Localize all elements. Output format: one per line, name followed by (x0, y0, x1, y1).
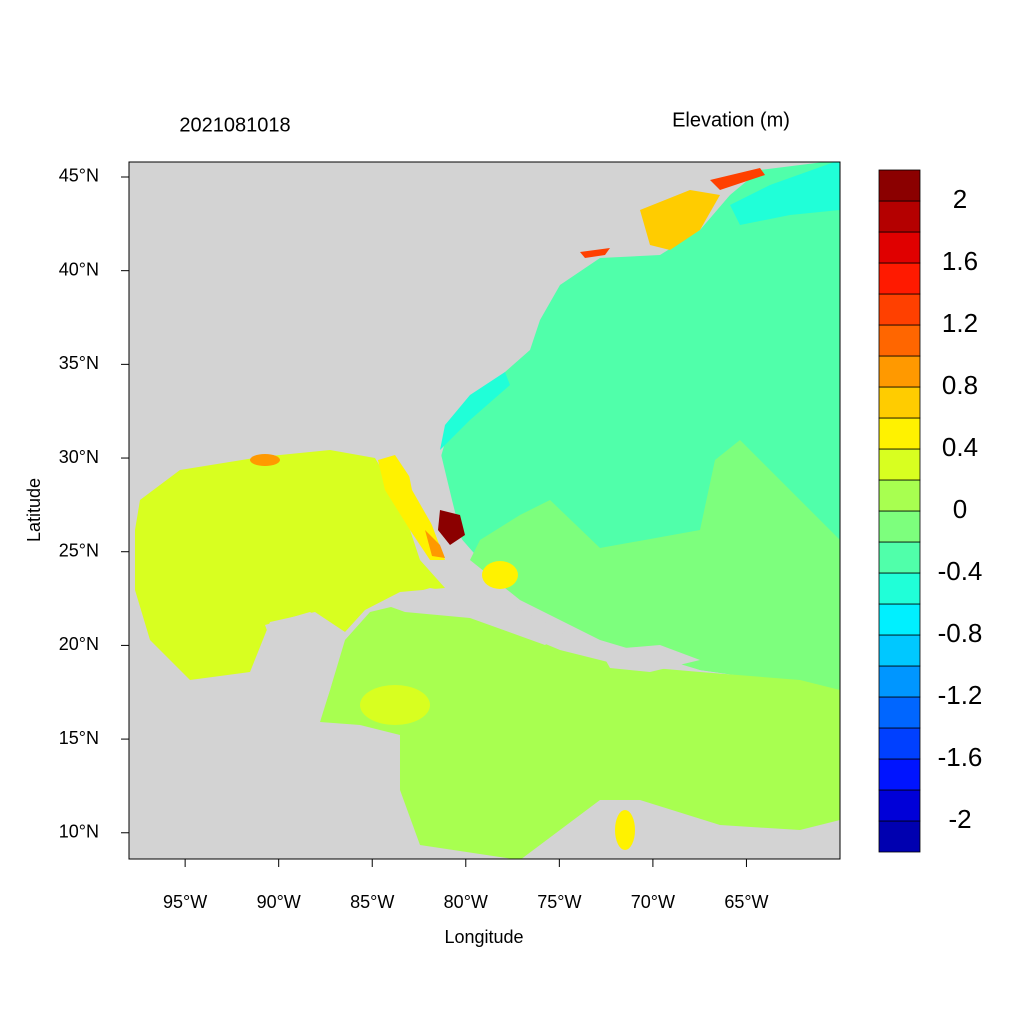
x-tick-label: 85°W (350, 892, 394, 912)
yucatan (265, 612, 345, 720)
y-tick-label: 25°N (59, 540, 99, 560)
colorbar-box (878, 293, 921, 326)
y-tick-label: 10°N (59, 822, 99, 842)
x-axis-label: Longitude (444, 927, 523, 947)
y-tick-label: 35°N (59, 353, 99, 373)
colorbar-label: Elevation (m) (672, 109, 790, 131)
colorbar-box (878, 758, 921, 791)
y-tick-label: 20°N (59, 634, 99, 654)
y-tick-label: 15°N (59, 728, 99, 748)
surge (580, 248, 610, 258)
caribbean (320, 600, 840, 859)
colorbar-box (878, 448, 921, 481)
high-water (615, 810, 635, 850)
map (129, 162, 840, 859)
hispaniola (600, 645, 700, 672)
surge-peak (438, 510, 465, 545)
x-tick-label: 75°W (537, 892, 581, 912)
y-tick-label: 45°N (59, 166, 99, 186)
colorbar-box (878, 510, 921, 543)
colorbar-box (878, 789, 921, 822)
colorbar-tick-label: 0 (953, 494, 967, 524)
x-tick-label: 95°W (163, 892, 207, 912)
map-title: 2021081018 (179, 114, 290, 136)
gulf (135, 450, 445, 680)
coastal-low (730, 162, 840, 225)
colorbar-tick-label: -1.2 (938, 680, 983, 710)
x-tick-label: 80°W (444, 892, 488, 912)
colorbar-box (878, 696, 921, 729)
coastal-low (440, 372, 510, 450)
y-tick-label: 30°N (59, 447, 99, 467)
colorbar-box (878, 479, 921, 512)
colorbar-tick-label: 1.6 (942, 246, 978, 276)
surge (425, 530, 445, 558)
colorbar-tick-label: -1.6 (938, 742, 983, 772)
colorbar-tick-label: 2 (953, 184, 967, 214)
y-axis-label: Latitude (24, 478, 44, 542)
colorbar-tick-label: -0.4 (938, 556, 983, 586)
colorbar-box (878, 572, 921, 605)
x-tick-label: 90°W (257, 892, 301, 912)
surge (250, 454, 280, 466)
colorbar-box (878, 820, 921, 853)
colorbar-box (878, 386, 921, 419)
surge (640, 190, 720, 250)
colorbar-tick-label: 0.4 (942, 432, 978, 462)
colorbar-tick-label: 0.8 (942, 370, 978, 400)
colorbar-box (878, 231, 921, 264)
colorbar-tick-label: -2 (948, 804, 971, 834)
surge (710, 168, 765, 190)
x-tick-label: 70°W (631, 892, 675, 912)
y-tick-label: 40°N (59, 259, 99, 279)
colorbar-tick-label: 1.2 (942, 308, 978, 338)
colorbar-box (878, 355, 921, 388)
plot-frame (128, 161, 841, 860)
colorbar-tick-label: -0.8 (938, 618, 983, 648)
colorbar-box (878, 727, 921, 760)
colorbar-box (878, 634, 921, 667)
colorbar-box (878, 169, 921, 202)
colorbar-box (878, 200, 921, 233)
colorbar-box (878, 324, 921, 357)
east-atlantic (470, 440, 840, 690)
cuba (380, 588, 565, 645)
x-tick-label: 65°W (724, 892, 768, 912)
colorbar-box (878, 417, 921, 450)
colorbar-box (878, 262, 921, 295)
high-water (482, 561, 518, 589)
colorbar-box (878, 603, 921, 636)
colorbar-box (878, 541, 921, 574)
high-water (360, 685, 430, 725)
colorbar-box (878, 665, 921, 698)
